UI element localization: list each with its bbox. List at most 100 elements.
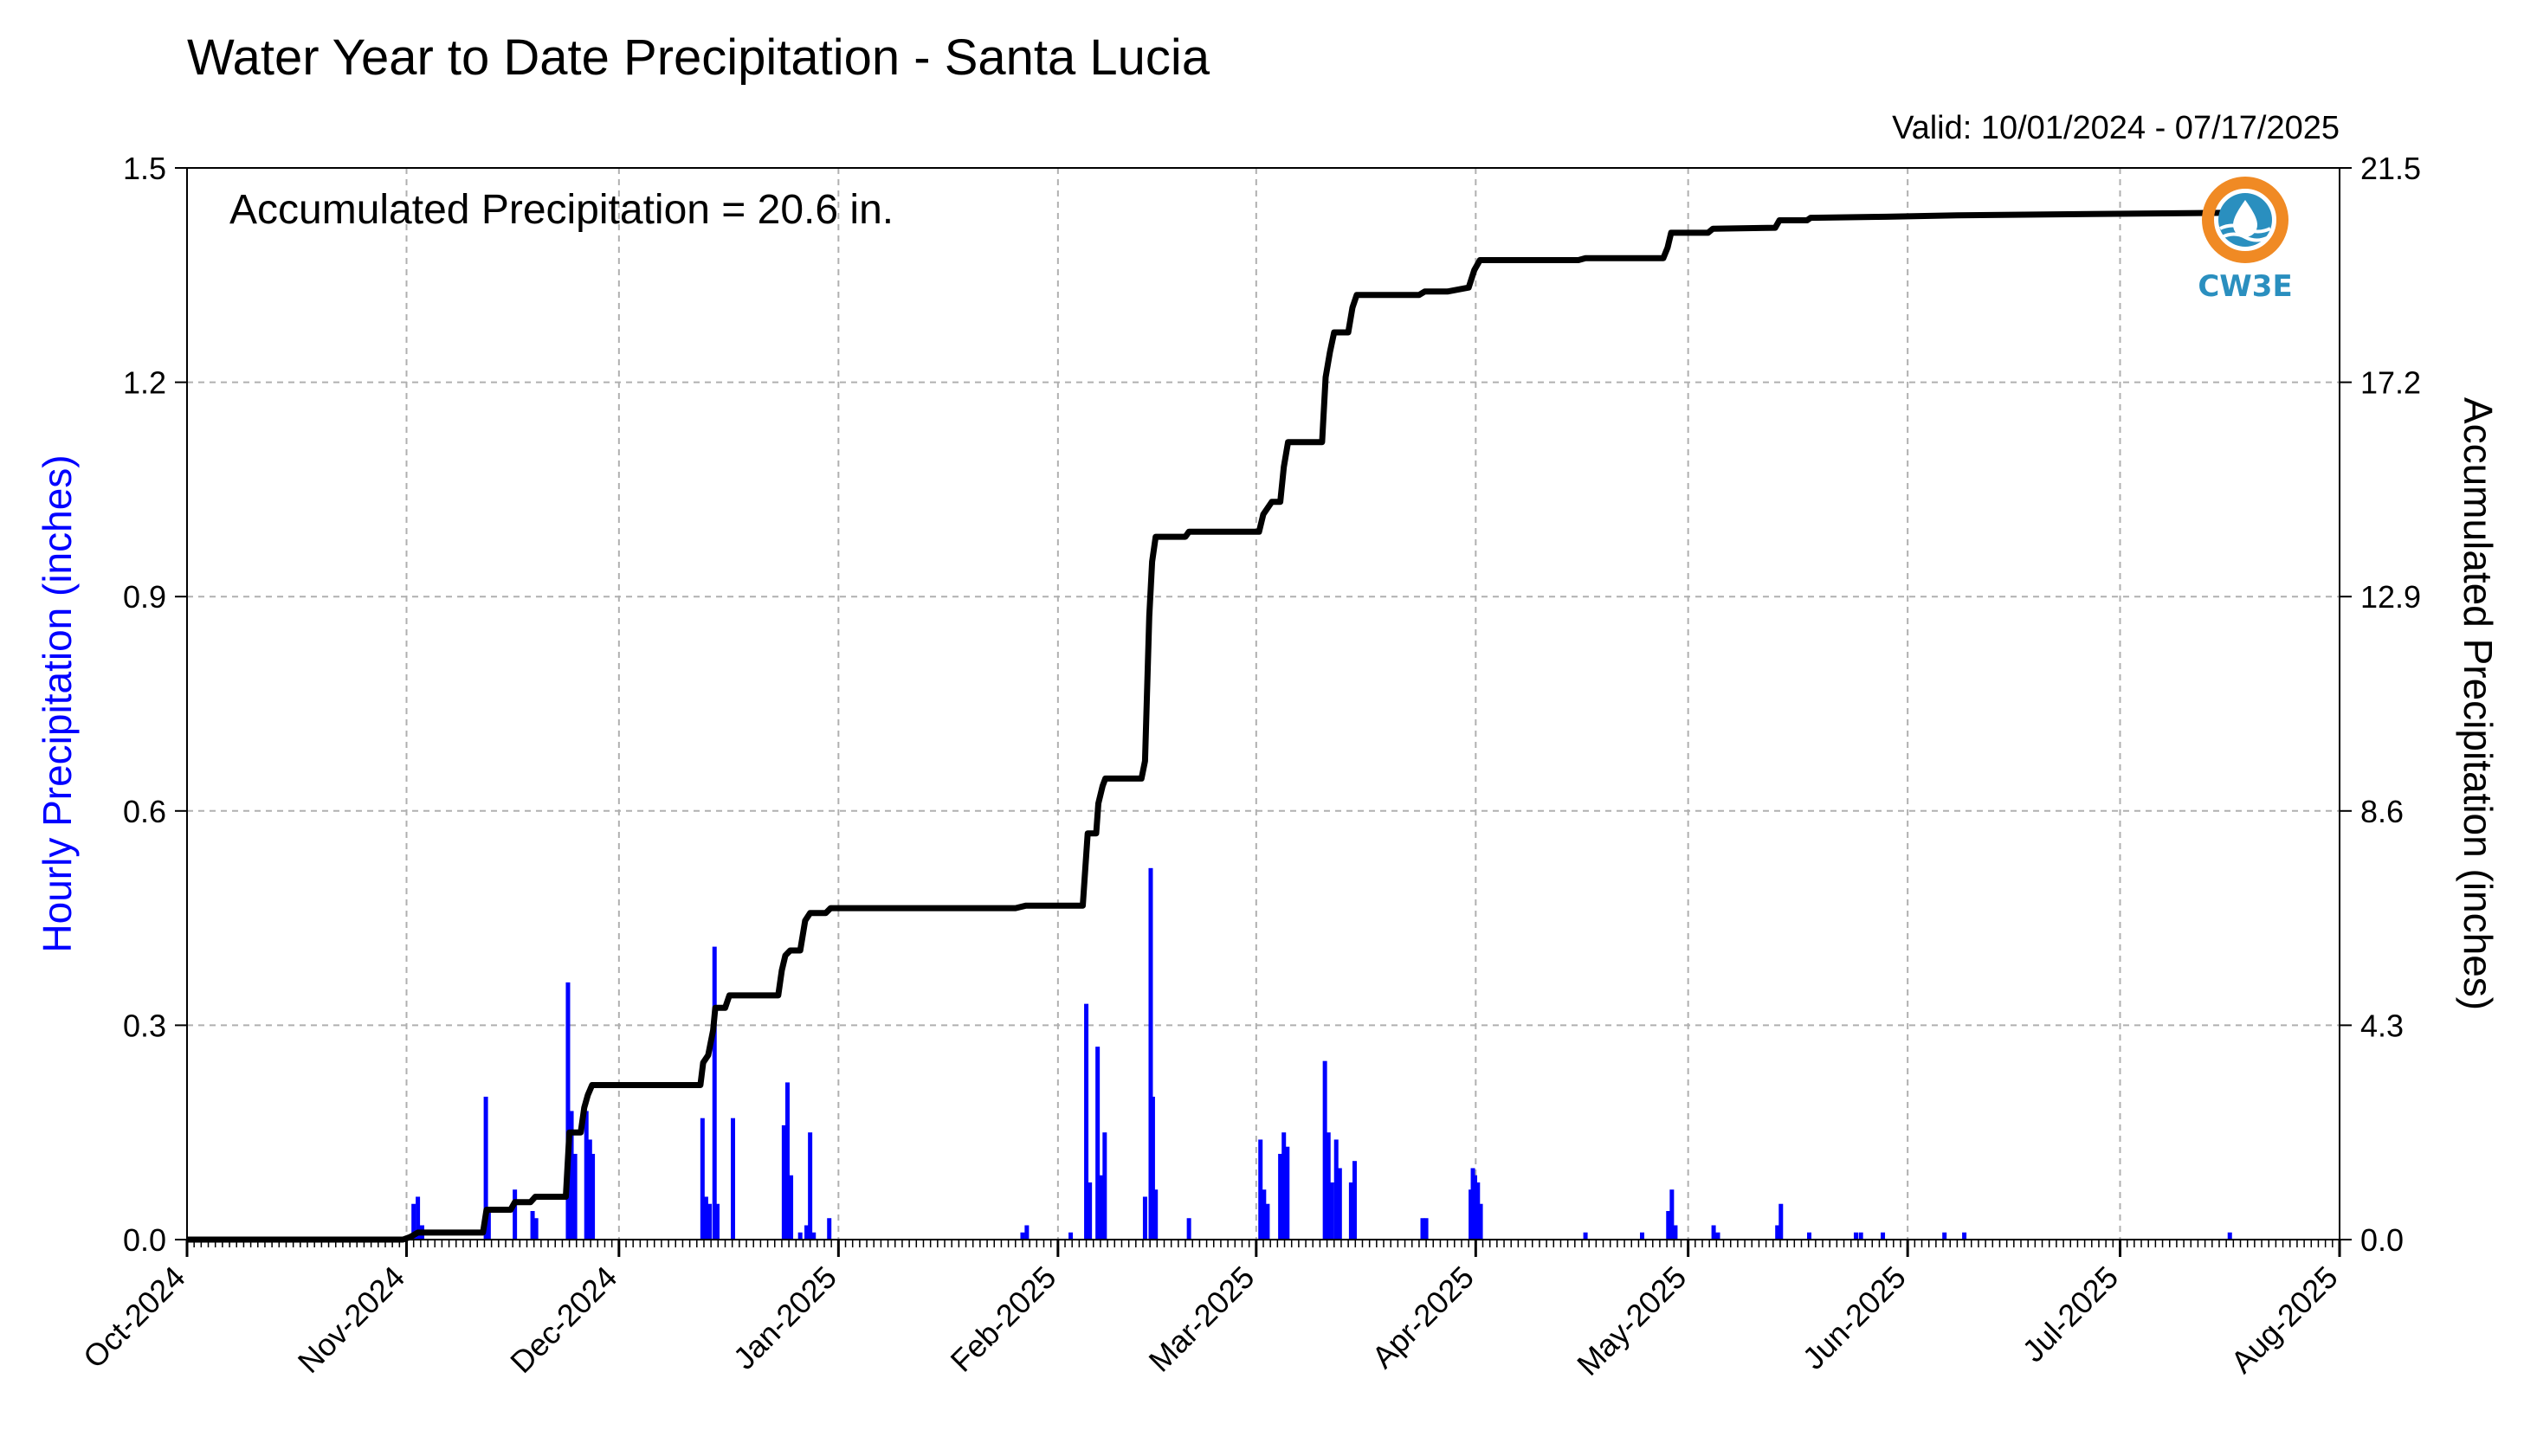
y-right-tick-label: 17.2 [2360,365,2421,401]
hourly-bar [569,1111,574,1240]
hourly-bar [565,982,571,1240]
hourly-bar [1666,1210,1671,1240]
hourly-bar [703,1196,708,1240]
hourly-bar [1352,1161,1357,1240]
hourly-bar [1326,1132,1331,1240]
hourly-bar [1084,1003,1089,1240]
hourly-bar [707,1203,713,1240]
hourly-bar [827,1218,832,1240]
valid-date-range: Valid: 10/01/2024 - 07/17/2025 [1892,110,2340,146]
chart-title: Water Year to Date Precipitation - Santa… [187,29,1210,86]
hourly-bar [1806,1232,1811,1240]
logo-text: CW3E [2198,269,2292,304]
hourly-bar [1715,1232,1720,1240]
hourly-bar [781,1124,786,1240]
accumulated-annotation: Accumulated Precipitation = 20.6 in. [229,187,894,233]
hourly-bar [1478,1203,1483,1240]
hourly-bar [808,1132,813,1240]
hourly-bar [411,1203,416,1240]
hourly-bar [1858,1232,1863,1240]
hourly-bar [1095,1047,1101,1240]
logo-drop-icon [2233,200,2257,237]
hourly-bar [584,1111,589,1240]
hourly-bar [1778,1203,1784,1240]
hourly-bar [1711,1225,1716,1240]
hourly-bars [411,867,2232,1240]
hourly-bar [1265,1203,1270,1240]
hourly-bar [1150,1096,1155,1240]
y-left-tick-label: 1.2 [123,365,166,401]
hourly-bar [1473,1175,1478,1240]
y-left-tick-labels: 0.0 0.3 0.6 0.9 1.2 1.5 [123,151,187,1258]
hourly-bar [416,1196,421,1240]
hourly-bar [1278,1153,1283,1240]
hourly-bar [797,1232,803,1240]
hourly-bar [1285,1146,1290,1240]
cw3e-logo: CW3E [2198,177,2293,304]
hourly-bar [1942,1232,1947,1240]
y-right-tick-label: 4.3 [2360,1008,2404,1043]
hourly-bar [1423,1218,1429,1240]
hourly-bar [730,1118,735,1240]
hourly-bar [1281,1132,1287,1240]
hourly-bar [1262,1189,1267,1240]
hourly-bar [486,1210,491,1240]
hourly-bar [1068,1232,1074,1240]
hourly-bar [1329,1182,1334,1240]
y-left-axis-label: Hourly Precipitation (inches) [35,454,80,952]
hourly-bar [1258,1139,1263,1240]
hourly-bar [1088,1182,1093,1240]
hourly-bar [1420,1218,1425,1240]
hourly-bar [811,1232,817,1240]
y-right-tick-label: 21.5 [2360,151,2421,186]
hourly-bar [804,1225,810,1240]
hourly-bar [1669,1189,1675,1240]
hourly-bar [572,1153,578,1240]
accumulated-line [187,209,2234,1243]
logo-ring-icon [2202,177,2288,263]
y-right-tick-labels: 0.0 4.3 8.6 12.9 17.2 21.5 [2340,151,2421,1258]
hourly-bar [587,1139,592,1240]
hourly-bar [1348,1182,1353,1240]
y-right-tick-label: 8.6 [2360,794,2404,829]
hourly-bar [1640,1232,1645,1240]
hourly-bar [1853,1232,1858,1240]
y-right-tick-label: 12.9 [2360,579,2421,615]
hourly-bar [1186,1218,1191,1240]
hourly-bar [789,1175,794,1240]
hourly-bar [1102,1132,1107,1240]
hourly-bar [513,1189,518,1240]
hourly-bar [1322,1060,1327,1240]
hourly-bar [1148,867,1153,1240]
hourly-bar [1337,1168,1342,1240]
hourly-bar [1024,1225,1030,1240]
hourly-bar [1333,1139,1339,1240]
hourly-bar [2227,1232,2232,1240]
hourly-bar [1962,1232,1967,1240]
y-left-tick-label: 0.0 [123,1222,166,1258]
grid-lines [187,168,2340,1240]
hourly-bar [1153,1189,1159,1240]
axis-ticks [185,1240,2341,1257]
hourly-bar [784,1082,790,1240]
hourly-bar [715,1203,720,1240]
hourly-bar [712,946,717,1240]
hourly-bar [700,1118,705,1240]
y-right-axis-label: Accumulated Precipitation (inches) [2456,397,2501,1010]
hourly-bar [1881,1232,1886,1240]
hourly-bar [1020,1232,1025,1240]
hourly-bar [530,1210,535,1240]
y-right-tick-label: 0.0 [2360,1222,2404,1258]
hourly-bar [1099,1175,1104,1240]
hourly-bar [533,1218,539,1240]
hourly-bar [483,1096,488,1240]
hourly-bar [1475,1182,1481,1240]
hourly-bar [1583,1232,1588,1240]
y-left-tick-label: 0.9 [123,579,166,615]
y-left-tick-label: 1.5 [123,151,166,186]
hourly-bar [1673,1225,1678,1240]
hourly-bar [591,1153,596,1240]
hourly-bar [1142,1196,1147,1240]
y-left-tick-label: 0.6 [123,794,166,829]
